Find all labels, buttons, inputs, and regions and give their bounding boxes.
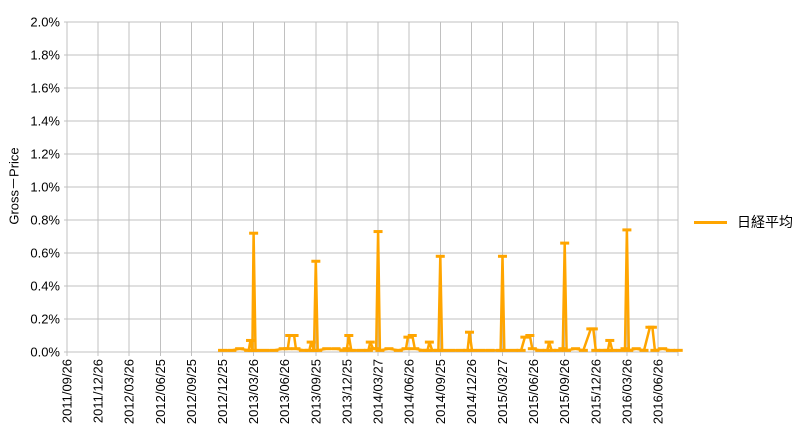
legend-line-swatch xyxy=(694,220,727,224)
series-line xyxy=(222,228,679,352)
y-tick-label: 0.6% xyxy=(30,246,60,261)
x-tick-label: 2012/06/25 xyxy=(153,359,168,424)
x-tick-label: 2013/06/26 xyxy=(277,359,292,424)
y-tick-label: 1.8% xyxy=(30,48,60,63)
x-tick-label: 2012/12/25 xyxy=(215,359,230,424)
x-tick-label: 2014/09/25 xyxy=(433,359,448,424)
x-tick-label: 2016/03/26 xyxy=(619,359,634,424)
x-tick-label: 2014/12/26 xyxy=(464,359,479,424)
legend: 日経平均 xyxy=(694,212,793,232)
x-tick-label: 2014/03/27 xyxy=(371,359,386,424)
y-tick-label: 1.4% xyxy=(30,114,60,129)
x-tick-label: 2012/03/26 xyxy=(122,359,137,424)
y-tick-label: 1.0% xyxy=(30,180,60,195)
x-tick-label: 2016/06/26 xyxy=(651,359,666,424)
y-tick-label: 0.0% xyxy=(30,345,60,360)
x-tick-label: 2011/12/26 xyxy=(91,359,106,423)
y-tick-label: 0.8% xyxy=(30,213,60,228)
x-tick-label: 2012/09/25 xyxy=(184,359,199,424)
x-tick-label: 2015/09/26 xyxy=(557,359,572,424)
y-tick-label: 0.4% xyxy=(30,279,60,294)
y-tick-label: 2.0% xyxy=(30,15,60,30)
y-tick-label: 1.6% xyxy=(30,81,60,96)
x-tick-label: 2013/03/26 xyxy=(246,359,261,424)
x-tick-label: 2015/06/26 xyxy=(526,359,541,424)
x-tick-label: 2011/09/26 xyxy=(60,359,75,423)
x-tick-label: 2015/12/26 xyxy=(588,359,603,424)
y-tick-label: 1.2% xyxy=(30,147,60,162)
x-tick-label: 2014/06/26 xyxy=(402,359,417,424)
y-axis-title: Gross－Price xyxy=(6,147,22,225)
legend-label: 日経平均 xyxy=(737,214,793,230)
x-tick-label: 2013/09/25 xyxy=(308,359,323,424)
x-tick-label: 2013/12/25 xyxy=(339,359,354,424)
y-tick-label: 0.2% xyxy=(30,312,60,327)
x-tick-label: 2015/03/27 xyxy=(495,359,510,424)
